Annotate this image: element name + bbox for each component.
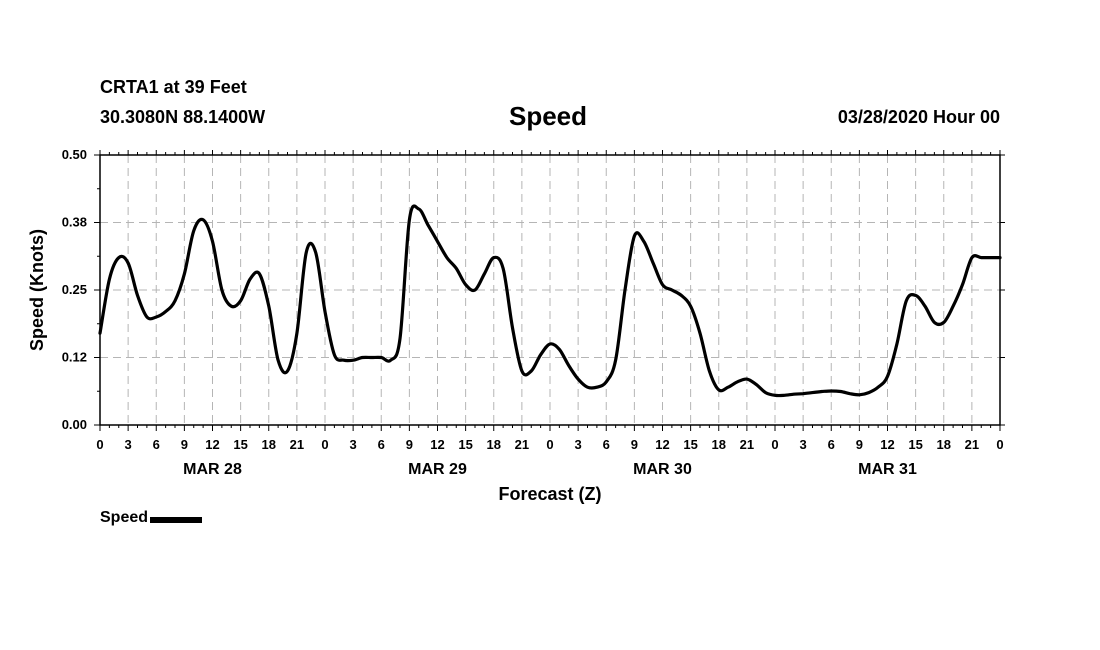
x-tick-label: 18 [937, 437, 951, 452]
x-tick-label: 18 [712, 437, 726, 452]
x-tick-label: 6 [828, 437, 835, 452]
x-tick-label: 3 [125, 437, 132, 452]
x-tick-label: 0 [321, 437, 328, 452]
x-tick-label: 12 [655, 437, 669, 452]
x-tick-label: 21 [740, 437, 754, 452]
x-tick-label: 15 [458, 437, 472, 452]
x-tick-labels: 0 3 6 9 12 15 18 21 0 3 6 9 12 15 18 21 0 3 6 9 12 15 18 21 0 3 6 9… [96, 437, 1003, 452]
x-tick-label: 9 [631, 437, 638, 452]
x-tick-label: 15 [683, 437, 697, 452]
grid-lines [100, 155, 1000, 425]
x-tick-label: 15 [233, 437, 247, 452]
x-tick-label: 12 [880, 437, 894, 452]
x-tick-label: 0 [771, 437, 778, 452]
legend: Speed [100, 509, 203, 527]
legend-swatch [150, 517, 203, 523]
x-tick-label: 18 [487, 437, 501, 452]
datetime-label: 03/28/2020 Hour 00 [837, 107, 1000, 127]
x-tick-label: 21 [965, 437, 979, 452]
day-label: MAR 31 [858, 461, 917, 478]
y-tick-label: 0.00 [62, 417, 87, 432]
y-tick-labels: 0.00 0.12 0.25 0.38 0.50 [62, 147, 87, 432]
day-labels: MAR 28 MAR 29 MAR 30 MAR 31 [183, 461, 917, 478]
y-tick-label: 0.12 [62, 350, 87, 365]
x-tick-label: 0 [996, 437, 1003, 452]
day-label: MAR 29 [408, 461, 467, 478]
x-tick-label: 3 [575, 437, 582, 452]
day-label: MAR 30 [633, 461, 692, 478]
x-tick-label: 0 [546, 437, 553, 452]
x-axis-label: Forecast (Z) [498, 484, 601, 504]
x-tick-label: 12 [430, 437, 444, 452]
x-tick-label: 21 [515, 437, 529, 452]
x-tick-label: 3 [350, 437, 357, 452]
x-tick-label: 9 [181, 437, 188, 452]
x-tick-label: 21 [290, 437, 304, 452]
x-tick-label: 6 [153, 437, 160, 452]
x-tick-label: 15 [908, 437, 922, 452]
x-tick-label: 9 [856, 437, 863, 452]
y-tick-label: 0.50 [62, 147, 87, 162]
y-tick-label: 0.25 [62, 282, 87, 297]
series-line-speed [98, 204, 1002, 398]
station-label: CRTA1 at 39 Feet [100, 77, 247, 97]
x-tick-label: 6 [378, 437, 385, 452]
x-tick-label: 18 [262, 437, 276, 452]
x-tick-label: 0 [96, 437, 103, 452]
day-label: MAR 28 [183, 461, 242, 478]
legend-label: Speed [100, 509, 149, 526]
location-label: 30.3080N 88.1400W [100, 107, 266, 127]
chart-title: Speed [509, 101, 588, 131]
y-tick-label: 0.38 [62, 215, 87, 230]
x-tick-label: 12 [205, 437, 219, 452]
x-tick-label: 9 [406, 437, 413, 452]
y-axis-label: Speed (Knots) [27, 229, 47, 351]
axis-ticks [94, 150, 1005, 431]
x-tick-label: 3 [800, 437, 807, 452]
x-tick-label: 6 [603, 437, 610, 452]
